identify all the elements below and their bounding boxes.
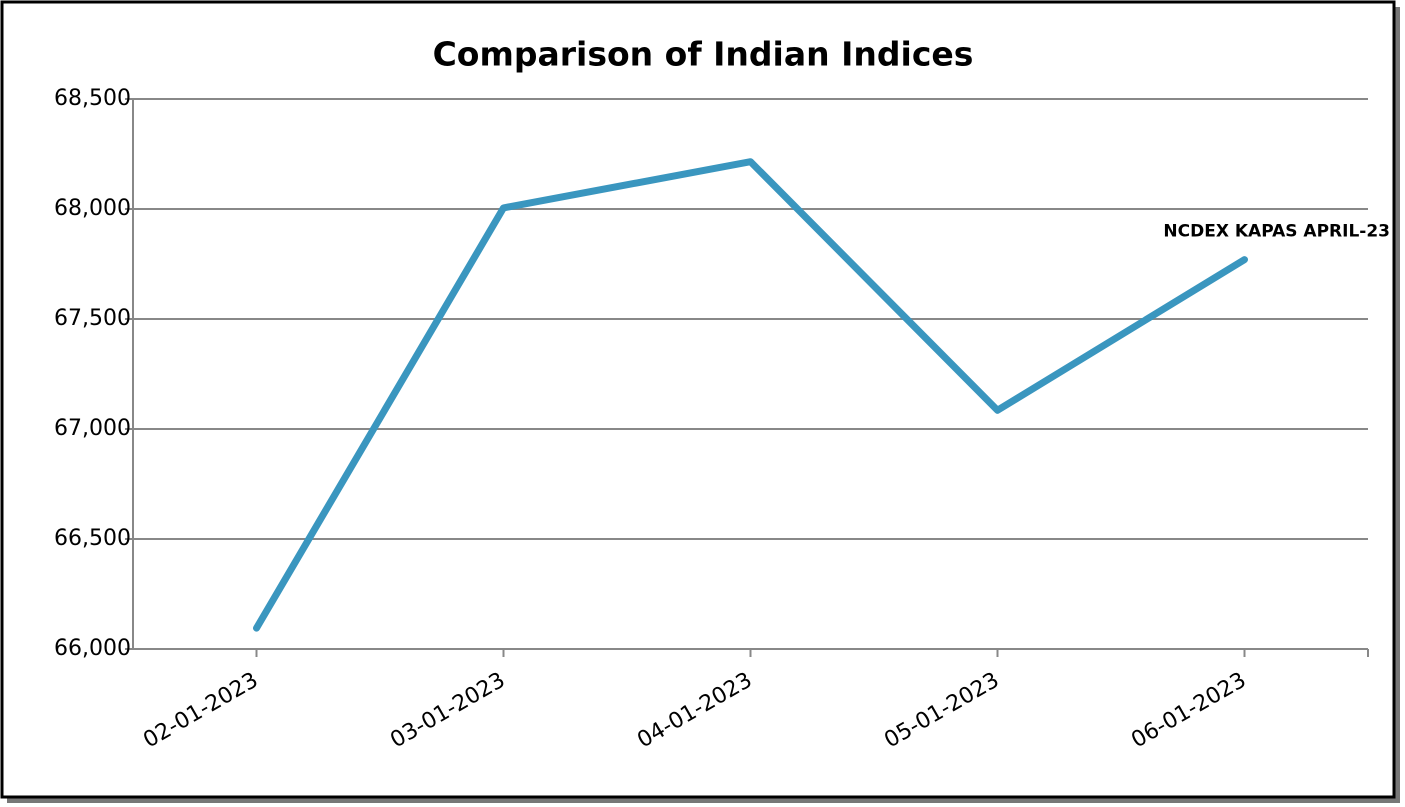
y-tick-label: 66,000 bbox=[54, 636, 131, 661]
chart-title: Comparison of Indian Indices bbox=[433, 35, 974, 74]
y-tick-label: 67,500 bbox=[54, 306, 131, 331]
y-tick-label: 66,500 bbox=[54, 526, 131, 551]
series-label: NCDEX KAPAS APRIL-23 bbox=[1163, 222, 1390, 242]
y-tick-label: 68,000 bbox=[54, 196, 131, 221]
y-tick-label: 68,500 bbox=[54, 86, 131, 111]
line-series bbox=[253, 158, 1248, 632]
y-tick-label: 67,000 bbox=[54, 416, 131, 441]
